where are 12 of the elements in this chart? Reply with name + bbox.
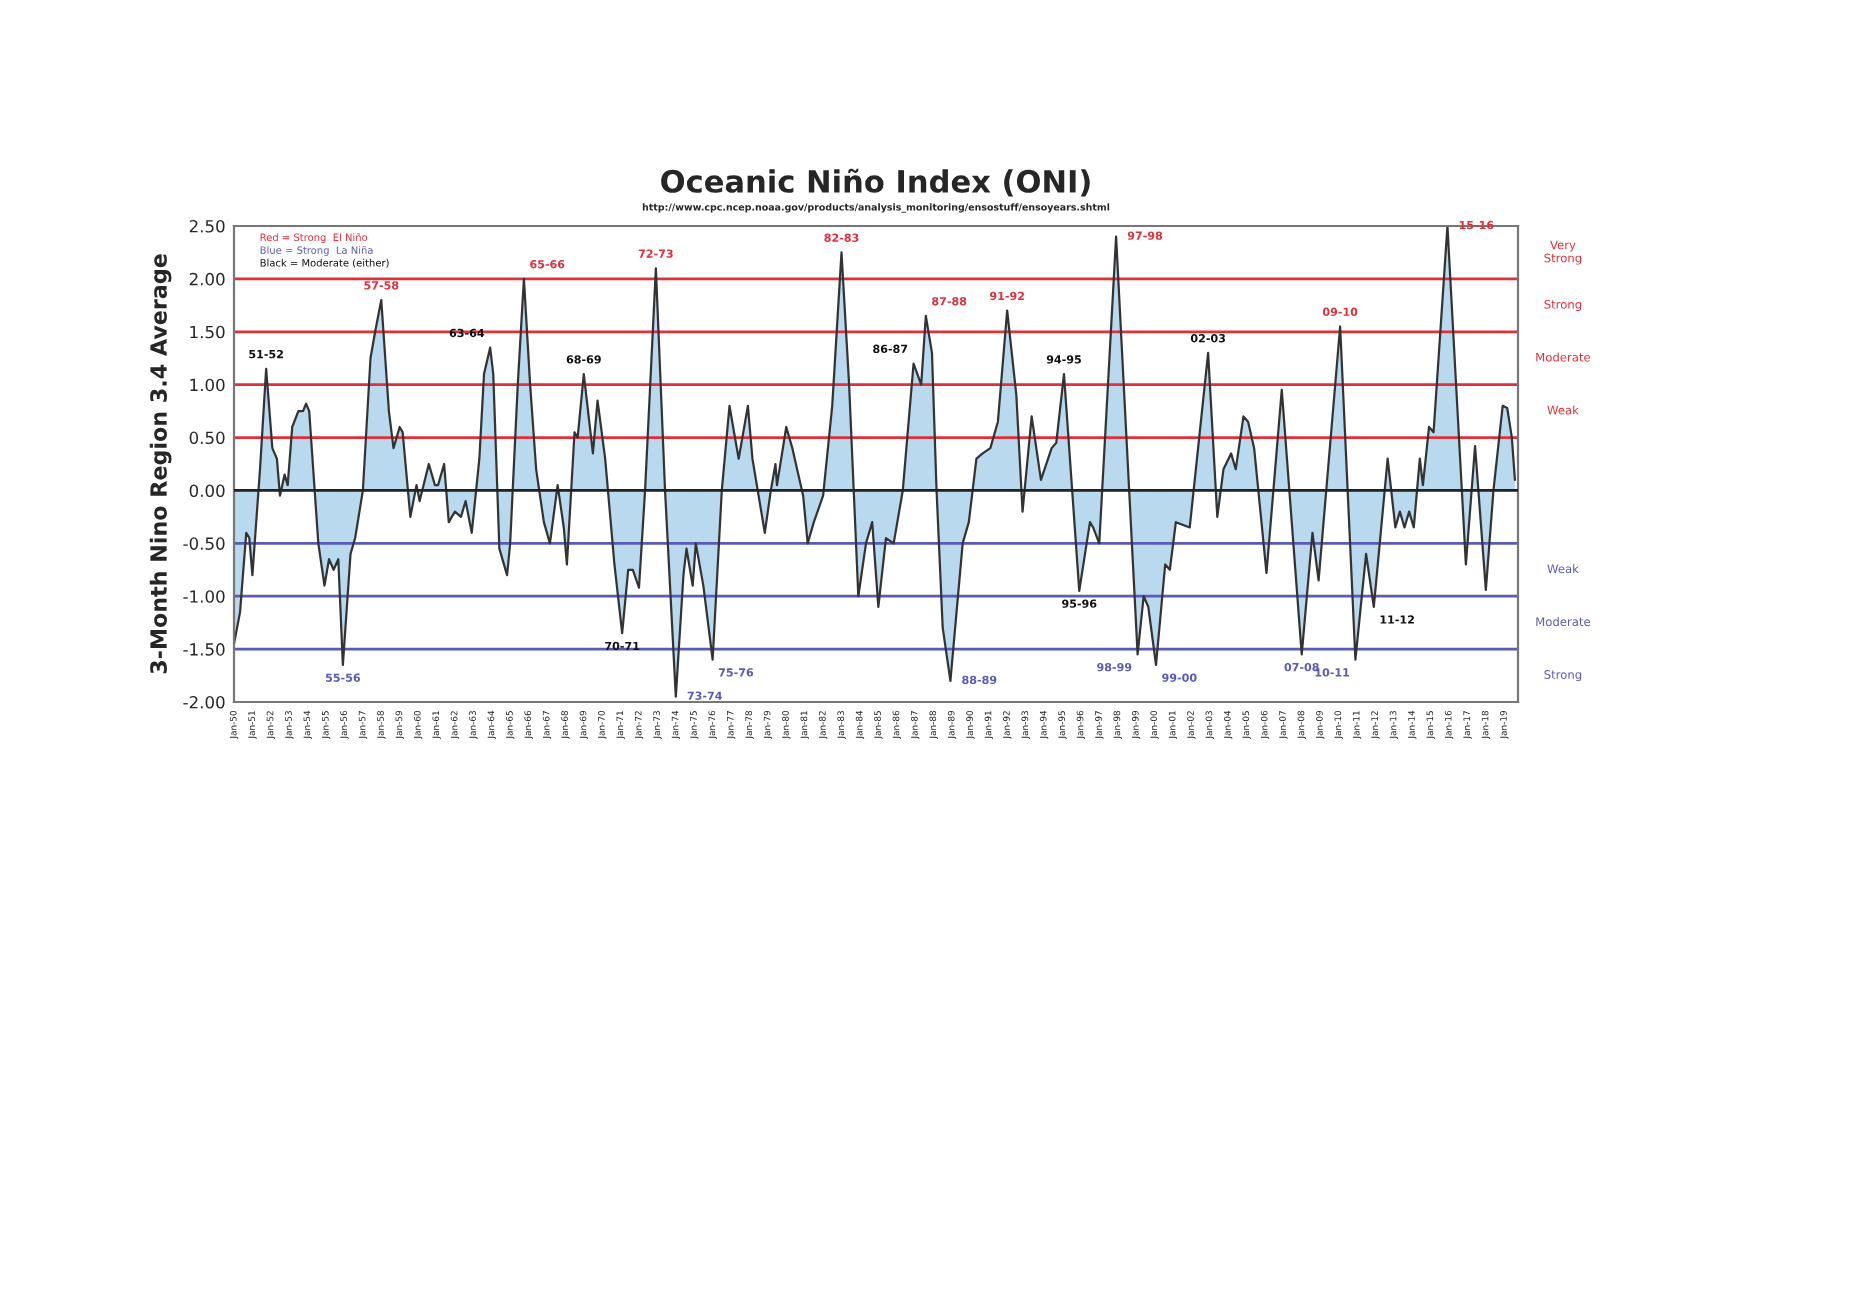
y-tick-label: -0.50 xyxy=(183,537,225,550)
y-tick-label: 1.00 xyxy=(190,378,225,392)
y-tick-label: 1.50 xyxy=(190,325,225,339)
chart-title: Oceanic Niño Index (ONI) xyxy=(661,168,1090,197)
y-axis-title: 3-Month Nino Region 3.4 Average xyxy=(149,254,172,674)
y-tick-label: -2.00 xyxy=(183,695,225,709)
y-tick-label: 0.00 xyxy=(189,484,225,498)
y-tick-label: 0.50 xyxy=(189,431,225,445)
y-tick-label: 2.50 xyxy=(189,219,225,233)
y-tick-label: -1.50 xyxy=(183,643,225,656)
y-tick-label: -1.00 xyxy=(183,590,225,603)
y-tick-label: 2.00 xyxy=(189,272,225,286)
